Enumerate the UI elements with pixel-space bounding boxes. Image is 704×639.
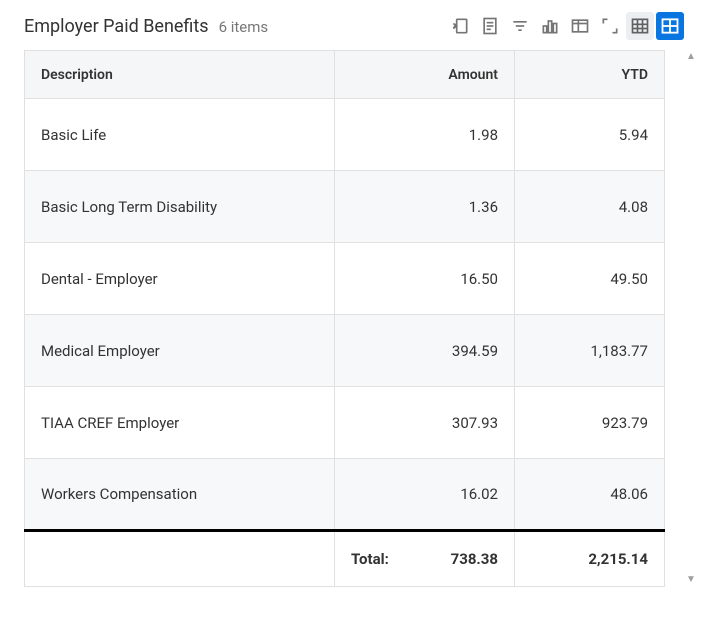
table-total-row: Total: 738.38 2,215.14: [25, 531, 665, 587]
cell-amount: 394.59: [335, 315, 515, 387]
table-row: Basic Life1.985.94: [25, 99, 665, 171]
total-label: Total:: [351, 550, 389, 568]
cell-description: Basic Life: [25, 99, 335, 171]
cell-description: Medical Employer: [25, 315, 335, 387]
cell-description: TIAA CREF Employer: [25, 387, 335, 459]
cell-description: Workers Compensation: [25, 459, 335, 531]
total-empty-cell: [25, 531, 335, 587]
scroll-down-arrow[interactable]: ▼: [686, 575, 696, 585]
cell-ytd: 48.06: [515, 459, 665, 531]
cell-amount: 307.93: [335, 387, 515, 459]
total-amount: 738.38: [451, 550, 498, 568]
table-view-icon[interactable]: [626, 12, 654, 40]
table-row: Dental - Employer16.5049.50: [25, 243, 665, 315]
item-count: 6 items: [219, 18, 269, 36]
cell-ytd: 5.94: [515, 99, 665, 171]
table-row: Basic Long Term Disability1.364.08: [25, 171, 665, 243]
section-title: Employer Paid Benefits: [24, 16, 209, 37]
worksheet-icon[interactable]: [476, 12, 504, 40]
cell-description: Basic Long Term Disability: [25, 171, 335, 243]
cell-amount: 1.98: [335, 99, 515, 171]
col-header-amount[interactable]: Amount: [335, 51, 515, 99]
table-toolbar: [446, 12, 684, 40]
cell-description: Dental - Employer: [25, 243, 335, 315]
cell-amount: 16.02: [335, 459, 515, 531]
cell-ytd: 49.50: [515, 243, 665, 315]
table-header-row: Description Amount YTD: [25, 51, 665, 99]
table-row: Workers Compensation16.0248.06: [25, 459, 665, 531]
total-amount-cell: Total: 738.38: [335, 531, 515, 587]
table-row: Medical Employer394.591,183.77: [25, 315, 665, 387]
filter-icon[interactable]: [506, 12, 534, 40]
cell-ytd: 4.08: [515, 171, 665, 243]
cell-ytd: 923.79: [515, 387, 665, 459]
column-preferences-icon[interactable]: [566, 12, 594, 40]
table-row: TIAA CREF Employer307.93923.79: [25, 387, 665, 459]
col-header-description[interactable]: Description: [25, 51, 335, 99]
fullscreen-icon[interactable]: [596, 12, 624, 40]
export-excel-icon[interactable]: [446, 12, 474, 40]
grid-view-icon[interactable]: [656, 12, 684, 40]
chart-icon[interactable]: [536, 12, 564, 40]
scroll-up-arrow[interactable]: ▲: [686, 52, 696, 62]
vertical-scrollbar[interactable]: ▲ ▼: [684, 50, 698, 587]
col-header-ytd[interactable]: YTD: [515, 51, 665, 99]
cell-amount: 16.50: [335, 243, 515, 315]
table-header: Employer Paid Benefits 6 items: [24, 12, 684, 40]
cell-amount: 1.36: [335, 171, 515, 243]
cell-ytd: 1,183.77: [515, 315, 665, 387]
total-ytd: 2,215.14: [515, 531, 665, 587]
benefits-table: Description Amount YTD Basic Life1.985.9…: [24, 50, 665, 587]
